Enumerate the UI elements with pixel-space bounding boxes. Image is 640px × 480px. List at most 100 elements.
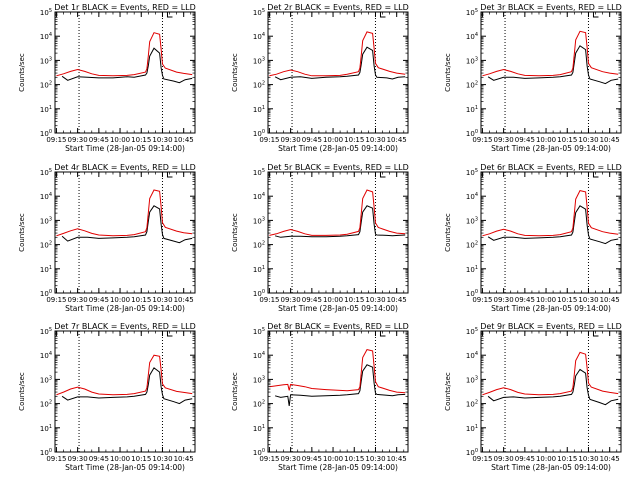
x-axis-label: Start Time (28-Jan-05 09:14:00) — [278, 144, 398, 153]
x-tick-label: 10:00 — [323, 136, 343, 144]
x-tick-label: 10:45 — [387, 455, 407, 463]
detector-panel: Det 6r BLACK = Events, RED = LLD 100 101 10… — [444, 163, 622, 313]
x-tick-label: 09:15 — [46, 296, 66, 304]
x-tick-label: 09:45 — [89, 136, 109, 144]
panel-title: Det 2r BLACK = Events, RED = LLD — [267, 3, 409, 12]
x-tick-label: 10:30 — [578, 455, 598, 463]
x-tick-label: 10:15 — [557, 136, 577, 144]
y-tick-label: 102 — [253, 241, 265, 250]
x-tick-label: 09:30 — [494, 296, 514, 304]
y-tick-label: 105 — [466, 327, 478, 336]
y-axis-label: Counts/sec — [18, 213, 26, 252]
y-tick-label: 102 — [40, 81, 52, 90]
y-tick-label: 105 — [253, 168, 265, 177]
x-tick-label: 09:15 — [259, 455, 279, 463]
x-axis-label: Start Time (28-Jan-05 09:14:00) — [65, 144, 185, 153]
detector-panel: Det 5r BLACK = Events, RED = LLD 100 101 10… — [231, 163, 409, 313]
x-tick-label: 09:45 — [302, 455, 322, 463]
events-series-line — [61, 47, 193, 84]
plot-frame — [267, 171, 409, 294]
plot-frame — [267, 330, 409, 453]
panel-title: Det 4r BLACK = Events, RED = LLD — [54, 163, 196, 172]
x-axis-label: Start Time (28-Jan-05 09:14:00) — [65, 304, 185, 313]
y-tick-label: 101 — [253, 265, 265, 274]
y-tick-label: 100 — [40, 129, 52, 138]
y-tick-label: 103 — [40, 375, 52, 384]
x-tick-label: 10:15 — [131, 296, 151, 304]
y-axis-label: Counts/sec — [231, 372, 239, 411]
lld-series-line — [56, 32, 193, 77]
y-tick-label: 100 — [466, 129, 478, 138]
x-tick-label: 10:45 — [600, 455, 620, 463]
x-axis-label: Start Time (28-Jan-05 09:14:00) — [278, 304, 398, 313]
x-tick-label: 09:30 — [281, 296, 301, 304]
plot-frame — [54, 171, 196, 294]
x-tick-label: 09:30 — [68, 296, 88, 304]
y-tick-label: 102 — [466, 241, 478, 250]
y-tick-label: 103 — [40, 56, 52, 65]
x-tick-label: 10:30 — [578, 136, 598, 144]
y-tick-label: 100 — [466, 289, 478, 298]
y-axis-label: Counts/sec — [231, 213, 239, 252]
y-tick-label: 103 — [253, 56, 265, 65]
panel-title: Det 6r BLACK = Events, RED = LLD — [480, 163, 622, 172]
detector-panel: Det 2r BLACK = Events, RED = LLD 100 101 10… — [231, 3, 409, 153]
y-tick-label: 101 — [466, 265, 478, 274]
y-axis-label: Counts/sec — [18, 53, 26, 92]
y-axis-label: Counts/sec — [231, 53, 239, 92]
x-tick-label: 09:45 — [302, 136, 322, 144]
x-tick-label: 10:30 — [365, 455, 385, 463]
y-tick-label: 104 — [466, 351, 478, 360]
events-series-line — [61, 367, 193, 405]
y-tick-label: 100 — [253, 448, 265, 457]
y-tick-label: 100 — [40, 289, 52, 298]
x-tick-label: 10:00 — [323, 296, 343, 304]
x-tick-label: 10:30 — [365, 296, 385, 304]
x-axis-label: Start Time (28-Jan-05 09:14:00) — [278, 463, 398, 472]
detector-panel: Det 3r BLACK = Events, RED = LLD 100 101 10… — [444, 3, 622, 153]
x-tick-label: 10:00 — [536, 296, 556, 304]
panel-title: Det 9r BLACK = Events, RED = LLD — [480, 322, 622, 331]
time-marker — [592, 12, 599, 18]
x-tick-label: 09:15 — [46, 455, 66, 463]
plot-frame — [54, 330, 196, 453]
y-tick-label: 103 — [253, 216, 265, 225]
y-tick-label: 103 — [253, 375, 265, 384]
y-tick-label: 100 — [466, 448, 478, 457]
time-marker — [379, 172, 386, 178]
lld-series-line — [269, 31, 406, 77]
x-tick-label: 10:00 — [536, 455, 556, 463]
events-series-line — [274, 364, 406, 406]
x-tick-label: 09:30 — [281, 455, 301, 463]
events-series-line — [487, 368, 619, 406]
time-marker — [592, 172, 599, 178]
y-tick-label: 101 — [40, 265, 52, 274]
y-tick-label: 101 — [466, 424, 478, 433]
y-tick-label: 105 — [253, 8, 265, 17]
y-tick-label: 101 — [40, 424, 52, 433]
y-tick-label: 103 — [466, 216, 478, 225]
y-tick-label: 102 — [253, 400, 265, 409]
x-tick-label: 10:45 — [600, 136, 620, 144]
x-tick-label: 09:45 — [89, 455, 109, 463]
y-tick-label: 104 — [466, 32, 478, 41]
x-tick-label: 10:15 — [557, 455, 577, 463]
x-tick-label: 09:15 — [472, 136, 492, 144]
detector-panel: Det 1r BLACK = Events, RED = LLD 100 101 10… — [18, 3, 196, 153]
lld-series-line — [482, 351, 619, 396]
time-marker — [166, 12, 173, 18]
y-tick-label: 102 — [253, 81, 265, 90]
x-tick-label: 10:30 — [152, 136, 172, 144]
y-tick-label: 105 — [466, 168, 478, 177]
y-tick-label: 101 — [253, 105, 265, 114]
x-tick-label: 10:45 — [387, 136, 407, 144]
x-tick-label: 10:45 — [174, 455, 194, 463]
x-tick-label: 09:30 — [281, 136, 301, 144]
plot-frame — [480, 171, 622, 294]
panel-title: Det 7r BLACK = Events, RED = LLD — [54, 322, 196, 331]
y-tick-label: 105 — [40, 168, 52, 177]
y-tick-label: 103 — [40, 216, 52, 225]
x-tick-label: 09:45 — [89, 296, 109, 304]
y-tick-label: 102 — [466, 81, 478, 90]
